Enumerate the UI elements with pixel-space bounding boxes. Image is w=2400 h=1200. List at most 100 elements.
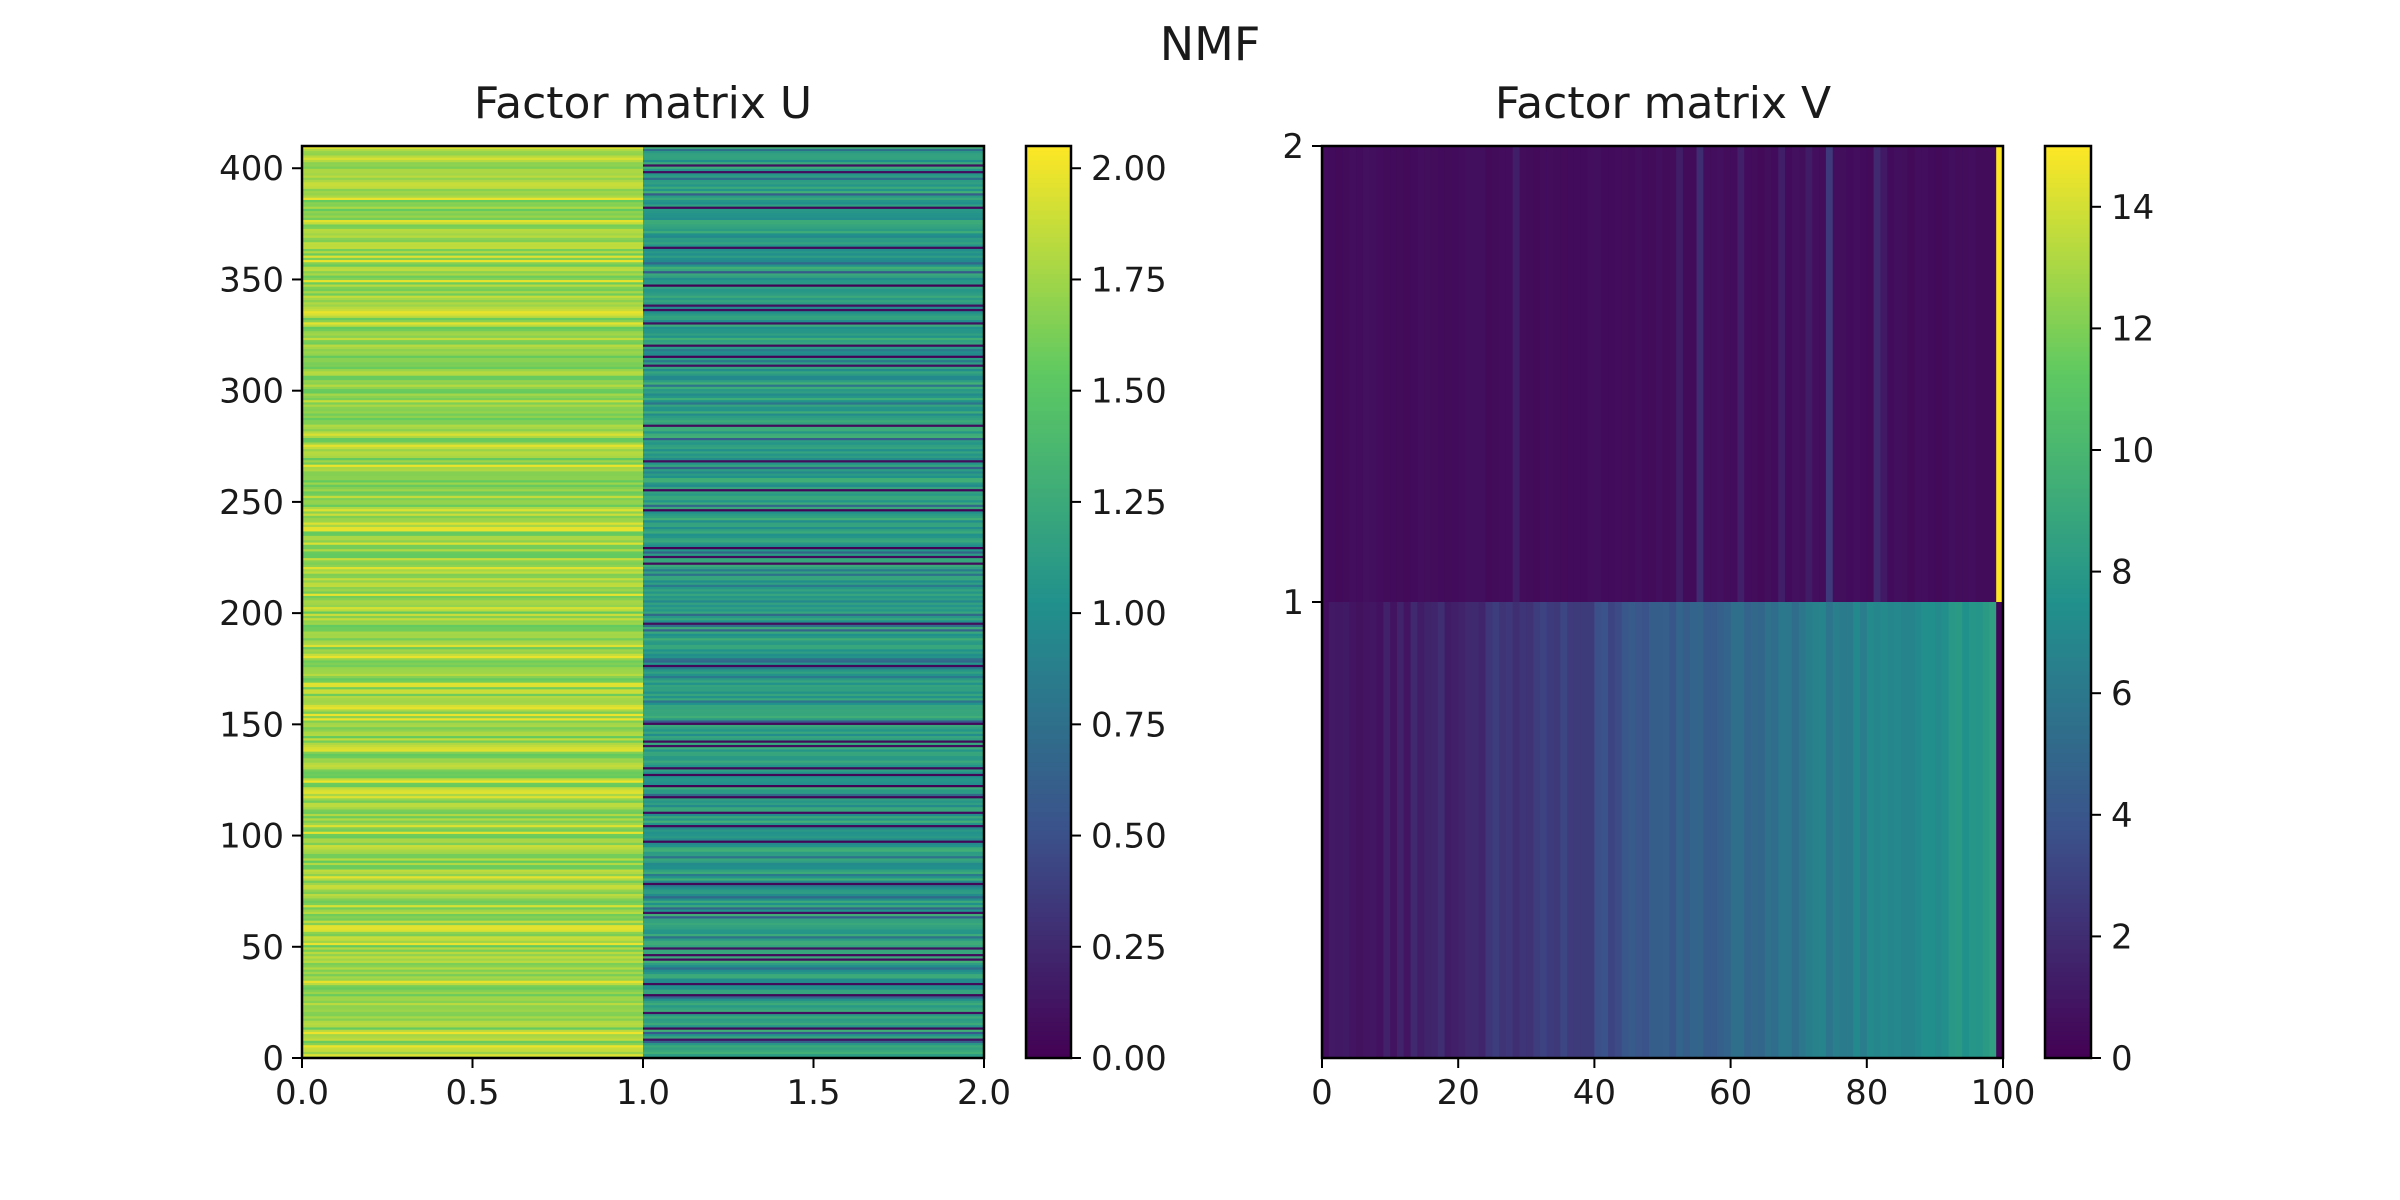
heatmap-u-cell <box>643 553 985 556</box>
heatmap-u-cell <box>643 588 985 592</box>
heatmap-u-cell <box>643 693 985 697</box>
heatmap-u-cell <box>643 993 985 997</box>
colorbar-strip <box>2045 168 2091 174</box>
heatmap-u-cell <box>302 831 644 834</box>
colorbar-strip <box>1026 424 1071 430</box>
heatmap-u-cell <box>302 508 644 512</box>
colorbar-strip <box>1026 529 1071 535</box>
heatmap-u-cell <box>302 281 644 285</box>
heatmap-u-cell <box>643 223 985 227</box>
colorbar-strip <box>2045 857 2091 863</box>
heatmap-v-cell <box>1417 602 1425 1058</box>
heatmap-v-cell <box>1928 146 1936 602</box>
colorbar-strip <box>2045 451 2091 457</box>
heatmap-u-cell <box>643 642 985 645</box>
heatmap-v-cell <box>1328 602 1337 1058</box>
heatmap-u-cell <box>302 368 644 372</box>
heatmap-u-cell <box>302 897 644 901</box>
heatmap-u-cell <box>302 1024 644 1028</box>
heatmap-u-cell <box>302 926 644 930</box>
heatmap-u-cell <box>302 937 644 941</box>
heatmap-v-cell <box>1614 146 1623 602</box>
heatmap-u-cell <box>302 328 644 332</box>
heatmap-u-cell <box>302 755 644 759</box>
colorbar-strip <box>2045 437 2091 443</box>
heatmap-v-cell <box>1628 146 1636 602</box>
heatmap-u-cell <box>302 343 644 347</box>
colorbar-strip <box>1026 934 1071 941</box>
heatmap-v-cell <box>1846 602 1854 1058</box>
heatmap-v-cell <box>1730 146 1738 602</box>
heatmap-u-cell <box>302 924 644 928</box>
heatmap-v-cell <box>1669 602 1677 1058</box>
heatmap-u-cell <box>643 386 985 390</box>
heatmap-u-cell <box>643 379 985 383</box>
heatmap-v-cell <box>1533 602 1541 1058</box>
heatmap-u-cell <box>302 515 644 519</box>
colorbar-strip <box>2045 538 2091 544</box>
figure-suptitle: NMF <box>1160 17 1261 71</box>
heatmap-u-cell <box>643 557 985 561</box>
colorbar-strip <box>2045 884 2091 890</box>
heatmap-u-cell <box>302 201 644 205</box>
heatmap-u-cell <box>643 575 985 579</box>
colorbar-strip <box>1026 551 1071 557</box>
colorbar-strip <box>2045 250 2091 257</box>
colorbar-strip <box>2045 492 2091 498</box>
heatmap-u-cell <box>302 842 644 846</box>
colorbar-strip <box>2045 342 2091 348</box>
heatmap-u-cell <box>643 606 985 610</box>
colorbar-tick-label: 10 <box>2111 431 2154 471</box>
colorbar-strip <box>1026 451 1071 457</box>
heatmap-u-cell <box>643 370 985 374</box>
panel-u-xtick-label: 2.0 <box>957 1073 1011 1113</box>
colorbar-strip <box>2045 998 2091 1004</box>
heatmap-u-cell <box>302 577 644 581</box>
colorbar-strip <box>1026 264 1071 270</box>
colorbar-strip <box>2045 205 2091 211</box>
heatmap-u-cell <box>643 924 985 928</box>
heatmap-u-cell <box>302 268 644 272</box>
heatmap-v-cell <box>1757 146 1766 602</box>
heatmap-u-cell <box>302 699 644 703</box>
heatmap-u-cell <box>643 555 985 559</box>
heatmap-u-cell <box>302 524 644 527</box>
colorbar-strip <box>2045 501 2091 507</box>
heatmap-v-cell <box>1928 602 1936 1058</box>
heatmap-u-cell <box>302 404 644 407</box>
heatmap-u-cell <box>643 969 985 972</box>
heatmap-v-cell <box>1533 146 1541 602</box>
heatmap-u-cell <box>643 306 985 309</box>
heatmap-u-cell <box>643 880 985 883</box>
colorbar-strip <box>1026 779 1071 785</box>
heatmap-u-cell <box>643 922 985 926</box>
heatmap-u-cell <box>302 955 644 959</box>
colorbar-strip <box>1026 159 1071 165</box>
heatmap-u-cell <box>643 813 985 817</box>
heatmap-u-cell <box>643 406 985 410</box>
heatmap-u-cell <box>643 241 985 245</box>
heatmap-u-cell <box>302 637 644 641</box>
colorbar-strip <box>2045 533 2091 539</box>
colorbar-strip <box>2045 775 2091 781</box>
panel-u-xtick-label: 0.5 <box>445 1073 499 1113</box>
heatmap-u-cell <box>302 377 644 381</box>
heatmap-u-cell <box>643 1017 985 1021</box>
heatmap-v-cell <box>1771 146 1779 602</box>
colorbar-strip <box>2045 1021 2091 1027</box>
heatmap-u-cell <box>643 695 985 699</box>
heatmap-v-cell <box>1962 602 1970 1058</box>
colorbar-strip <box>1026 889 1071 895</box>
colorbar-strip <box>2045 228 2091 234</box>
colorbar-tick-label: 12 <box>2111 309 2154 349</box>
colorbar-strip <box>2045 483 2091 489</box>
heatmap-u-cell <box>643 842 985 846</box>
heatmap-u-cell <box>302 399 644 403</box>
heatmap-u-cell <box>643 515 985 519</box>
colorbar-strip <box>2045 706 2091 713</box>
colorbar-strip <box>2045 866 2091 872</box>
colorbar-strip <box>2045 218 2091 225</box>
colorbar-strip <box>2045 264 2091 270</box>
heatmap-u-cell <box>643 848 985 852</box>
